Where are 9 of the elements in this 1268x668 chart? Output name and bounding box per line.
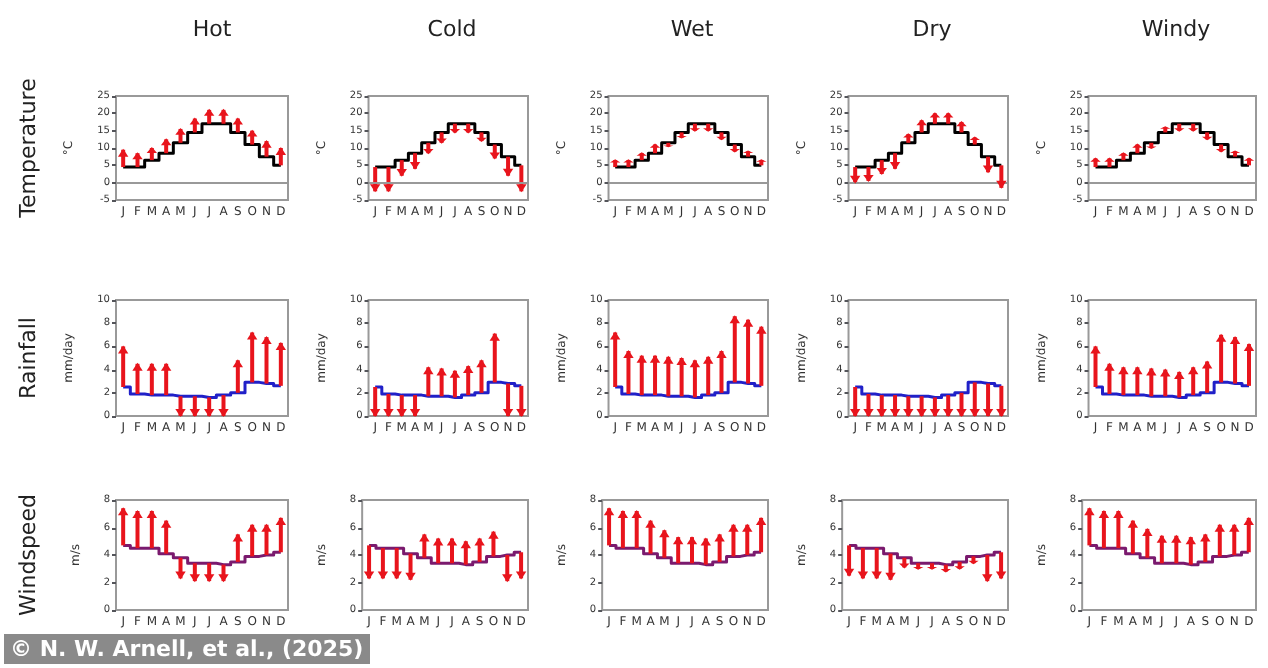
- text: Rainfall: [15, 317, 41, 399]
- text: Windspeed: [15, 494, 41, 616]
- chart-title: Cold: [427, 16, 477, 42]
- chart-title: Dry: [912, 16, 953, 42]
- text: © N. W. Arnell, et al., (2025): [4, 634, 370, 664]
- chart-title: Hot: [192, 16, 233, 42]
- chart-title: Wet: [670, 16, 715, 42]
- text: Temperature: [15, 77, 41, 220]
- chart-title: Windy: [1141, 16, 1212, 42]
